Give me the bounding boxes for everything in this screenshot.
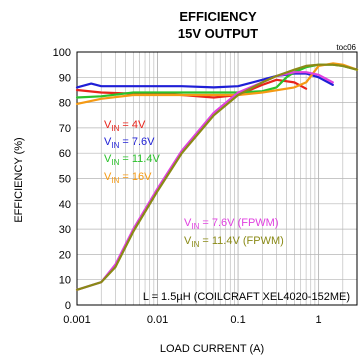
series-line-vin-7v6-fpwm [75,71,334,291]
legend: VIN = 4V VIN = 7.6V VIN = 11.4V VIN = 16V VI… [104,119,284,249]
series-group [75,62,359,291]
legend-label-vin-11v4-fpwm: VIN = 11.4V (FPWM) [184,235,284,249]
y-tick-label: 80 [59,98,71,110]
series-line-vin-7v6 [75,72,334,89]
y-tick-label: 10 [59,275,71,287]
x-tick-label: 0.01 [147,314,168,326]
figure-code: toc06 [336,43,356,52]
legend-label-vin-7v6: VIN = 7.6V [104,136,155,150]
y-tick-label: 40 [59,199,71,211]
y-tick-label: 60 [59,148,71,160]
legend-label-vin-7v6-fpwm: VIN = 7.6V (FPWM) [184,217,279,231]
chart-title: EFFICIENCY [179,9,257,24]
y-tick-label: 70 [59,123,71,135]
chart-subtitle: 15V OUTPUT [178,26,258,41]
legend-label-vin-16v: VIN = 16V [104,171,152,185]
x-tick-label: 1 [316,314,322,326]
series-line-vin-11v4-fpwm [75,63,359,291]
y-tick-label: 90 [59,72,71,84]
x-axis-label: LOAD CURRENT (A) [160,343,264,355]
x-tick-label: 0.1 [230,314,245,326]
y-tick-label: 0 [65,300,71,312]
y-tick-label: 20 [59,249,71,261]
y-tick-label: 50 [59,174,71,186]
y-tick-label: 30 [59,224,71,236]
plot-frame [76,51,358,306]
x-tick-label: 0.001 [63,314,91,326]
y-tick-label: 100 [53,47,71,59]
y-axis-label: EFFICIENCY (%) [13,137,25,222]
legend-label-vin-11v4: VIN = 11.4V [104,153,160,167]
legend-label-vin-4v: VIN = 4V [104,119,146,133]
axis-ticks: 0 10 20 30 40 50 60 70 80 90 100 0.001 0.01 0.1 1 [53,47,322,326]
inductor-note: L = 1.5µH (COILCRAFT XEL4020-152ME) [143,291,350,303]
